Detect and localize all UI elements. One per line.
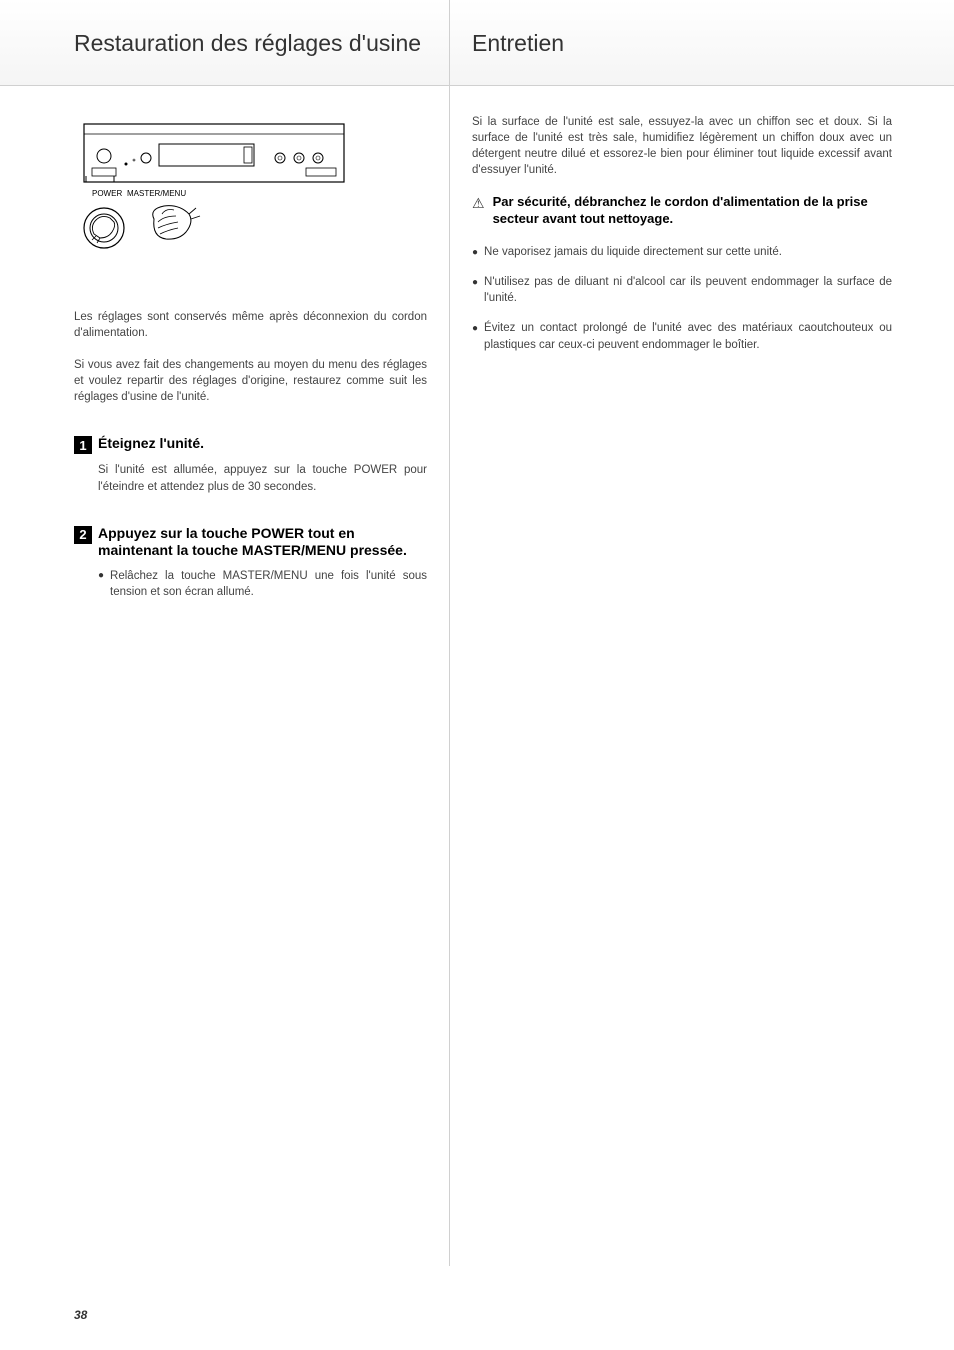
device-diagram: POWER MASTER/MENU <box>74 114 427 289</box>
warning-text: Par sécurité, débranchez le cordon d'ali… <box>493 194 892 228</box>
diagram-label-power: POWER <box>92 189 122 198</box>
content-region: POWER MASTER/MENU <box>0 86 954 1266</box>
bullet-icon: ● <box>472 247 478 258</box>
step-1: 1 Éteignez l'unité. Si l'unité est allum… <box>74 435 427 494</box>
bullet-text: Ne vaporisez jamais du liquide directeme… <box>484 244 782 260</box>
bullet-icon: ● <box>472 277 478 288</box>
section-title-left: Restauration des réglages d'usine <box>0 0 450 85</box>
bullet-icon: ● <box>472 323 478 334</box>
column-right: Si la surface de l'unité est sale, essuy… <box>450 86 954 1266</box>
intro-paragraph-1: Les réglages sont conservés même après d… <box>74 309 427 341</box>
diagram-label-master: MASTER/MENU <box>127 189 186 198</box>
warning-triangle-icon: ⚠ <box>472 195 485 212</box>
step-title: Appuyez sur la touche POWER tout en main… <box>98 525 427 560</box>
bullet-text: Évitez un contact prolongé de l'unité av… <box>484 320 892 352</box>
page-number: 38 <box>74 1308 87 1322</box>
maintenance-bullet: ● Évitez un contact prolongé de l'unité … <box>472 320 892 352</box>
maintenance-bullet: ● Ne vaporisez jamais du liquide directe… <box>472 244 892 260</box>
header-region: Restauration des réglages d'usine Entret… <box>0 0 954 86</box>
section-title-right: Entretien <box>450 0 954 85</box>
bullet-text: N'utilisez pas de diluant ni d'alcool ca… <box>484 274 892 306</box>
intro-paragraph-2: Si vous avez fait des changements au moy… <box>74 357 427 405</box>
maintenance-intro: Si la surface de l'unité est sale, essuy… <box>472 114 892 178</box>
step-number-icon: 1 <box>74 436 92 454</box>
maintenance-bullet: ● N'utilisez pas de diluant ni d'alcool … <box>472 274 892 306</box>
step-2: 2 Appuyez sur la touche POWER tout en ma… <box>74 525 427 600</box>
column-left: POWER MASTER/MENU <box>0 86 450 1266</box>
step-bullet: ● Relâchez la touche MASTER/MENU une foi… <box>98 568 427 600</box>
safety-warning: ⚠ Par sécurité, débranchez le cordon d'a… <box>472 194 892 228</box>
step-number-icon: 2 <box>74 526 92 544</box>
step-body: Si l'unité est allumée, appuyez sur la t… <box>98 462 427 494</box>
step-title: Éteignez l'unité. <box>98 435 204 453</box>
bullet-icon: ● <box>98 570 104 581</box>
bullet-text: Relâchez la touche MASTER/MENU une fois … <box>110 568 427 600</box>
